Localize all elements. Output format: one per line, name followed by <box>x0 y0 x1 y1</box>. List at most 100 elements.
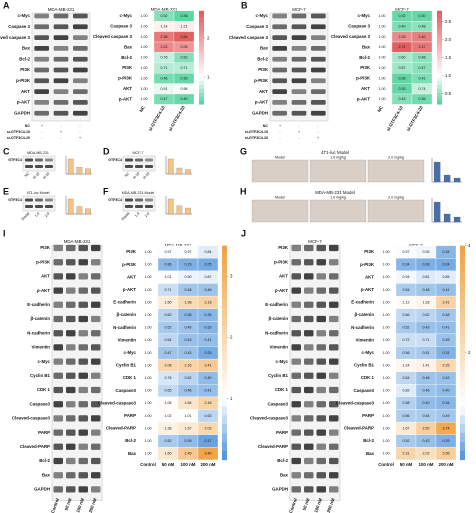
blot-band <box>66 273 76 280</box>
ihc-image <box>367 159 425 183</box>
lane-label: 1.0 <box>134 212 140 218</box>
colorbar-step <box>460 388 465 398</box>
colorbar-step <box>437 81 442 86</box>
blot-band <box>316 244 326 252</box>
blot-band <box>53 386 63 394</box>
heatmap-value: 0.42 <box>423 439 430 443</box>
blot-band <box>72 24 88 30</box>
blot-label: c-Myc <box>256 13 269 18</box>
heatmap-value: 1.00 <box>145 300 152 304</box>
blot-band <box>145 205 153 208</box>
blot-band <box>34 89 50 94</box>
heatmap-value: 2.08 <box>165 363 172 367</box>
blot-band <box>329 273 339 280</box>
heatmap-value: 0.29 <box>443 439 450 443</box>
heatmap-row-label: Vimentin <box>356 337 375 342</box>
heatmap-value: 0.36 <box>185 313 192 317</box>
heatmap-value: 2.08 <box>181 45 188 49</box>
heatmap-value: 1.00 <box>145 351 152 355</box>
heatmap-value: 0.81 <box>423 275 430 279</box>
ihc-label: Model <box>275 195 285 199</box>
heatmap-value: 1.00 <box>379 24 386 28</box>
heatmap-value: 0.35 <box>205 313 212 317</box>
heatmap-value: 1.02 <box>165 414 172 418</box>
blot-band <box>291 100 307 105</box>
heatmap-row-label: CDK 1 <box>361 375 375 380</box>
heatmap-value: 0.36 <box>165 263 172 267</box>
colorbar-step <box>437 88 442 93</box>
colorbar-step <box>460 406 465 416</box>
heatmap-value: 1.00 <box>379 56 386 60</box>
colorbar-step <box>460 254 465 264</box>
ihc-label: 1.0 mg/kg <box>330 155 346 159</box>
heatmap-row-label: AKT <box>365 274 374 279</box>
blot-band <box>53 315 63 323</box>
heatmap-value: 0.40 <box>423 401 430 405</box>
blot-frame <box>122 195 156 212</box>
heatmap-value: 0.45 <box>399 97 406 101</box>
heatmap-value: 1.24 <box>403 363 410 367</box>
blot-label: PI3K <box>278 245 289 250</box>
heatmap-value: 0.36 <box>181 14 188 18</box>
heatmap-value: 2.52 <box>423 426 430 430</box>
ihc-image <box>367 199 425 223</box>
lane-label: Model <box>21 211 31 221</box>
colorbar-step <box>199 10 204 15</box>
heatmap-value: 1.00 <box>141 66 148 70</box>
heatmap-value: 0.30 <box>399 87 406 91</box>
blot-band <box>310 78 326 84</box>
heatmap-value: 0.51 <box>423 351 430 355</box>
blot-band <box>304 344 314 351</box>
blot-band <box>66 244 76 252</box>
blot-band <box>34 78 50 84</box>
colorbar-step <box>199 92 204 97</box>
colorbar-step <box>222 450 227 461</box>
colorbar-label: 2 <box>207 35 210 40</box>
heatmap-row-label: PI3K <box>122 65 133 70</box>
panel-label: J <box>241 228 246 238</box>
heatmap-cell <box>435 447 457 461</box>
blot-band <box>135 165 143 168</box>
blot-band <box>91 259 101 266</box>
heatmap-title: MCF-7 <box>395 7 409 12</box>
heatmap-value: 1.00 <box>383 414 390 418</box>
blot-label: Bcl-2 <box>257 56 268 61</box>
blot-label: c-Myc <box>276 359 289 364</box>
heatmap-value: 0.97 <box>165 250 172 254</box>
heatmap-value: 1.00 <box>383 263 390 267</box>
blot-label: Caspase 3 <box>8 24 30 29</box>
blot-band <box>78 486 88 493</box>
heatmap-value: 0.63 <box>205 414 212 418</box>
blot-band <box>310 46 326 51</box>
heatmap-value: 1.00 <box>145 426 152 430</box>
blot-band <box>291 330 301 337</box>
blot-band <box>53 259 63 266</box>
heatmap-row-label: PI3K <box>364 249 375 254</box>
heatmap-value: 2.25 <box>443 363 450 367</box>
heatmap-row-label: Cyclin B1 <box>354 363 375 368</box>
colorbar-step <box>222 326 227 336</box>
blot-label: CDK 1 <box>275 387 289 392</box>
colorbar-step <box>222 308 227 318</box>
blot-label: GAPDH <box>272 487 288 492</box>
heatmap-value: 1.00 <box>379 14 386 18</box>
blot-band <box>145 158 153 162</box>
heatmap-value: 0.30 <box>419 14 426 18</box>
heatmap-value: 1.00 <box>141 76 148 80</box>
blot-title: MDA-MB-231 Model <box>122 191 155 195</box>
bar <box>433 201 441 223</box>
heatmap-row-label: Caspase 3 <box>348 24 370 29</box>
blot-band <box>53 372 63 379</box>
colorbar-step <box>199 61 204 66</box>
heatmap-value: 0.96 <box>181 87 188 91</box>
heatmap-col-label: 100 nM <box>181 462 196 467</box>
blot-frame <box>269 12 329 122</box>
blot-frame <box>122 155 156 172</box>
heatmap-value: 1.00 <box>145 275 152 279</box>
heatmap-value: 0.41 <box>443 288 450 292</box>
blot-band <box>304 486 314 493</box>
blot-band <box>34 24 50 30</box>
colorbar-step <box>199 38 204 43</box>
blot-band <box>329 330 339 337</box>
heatmap-value: 0.40 <box>205 376 212 380</box>
